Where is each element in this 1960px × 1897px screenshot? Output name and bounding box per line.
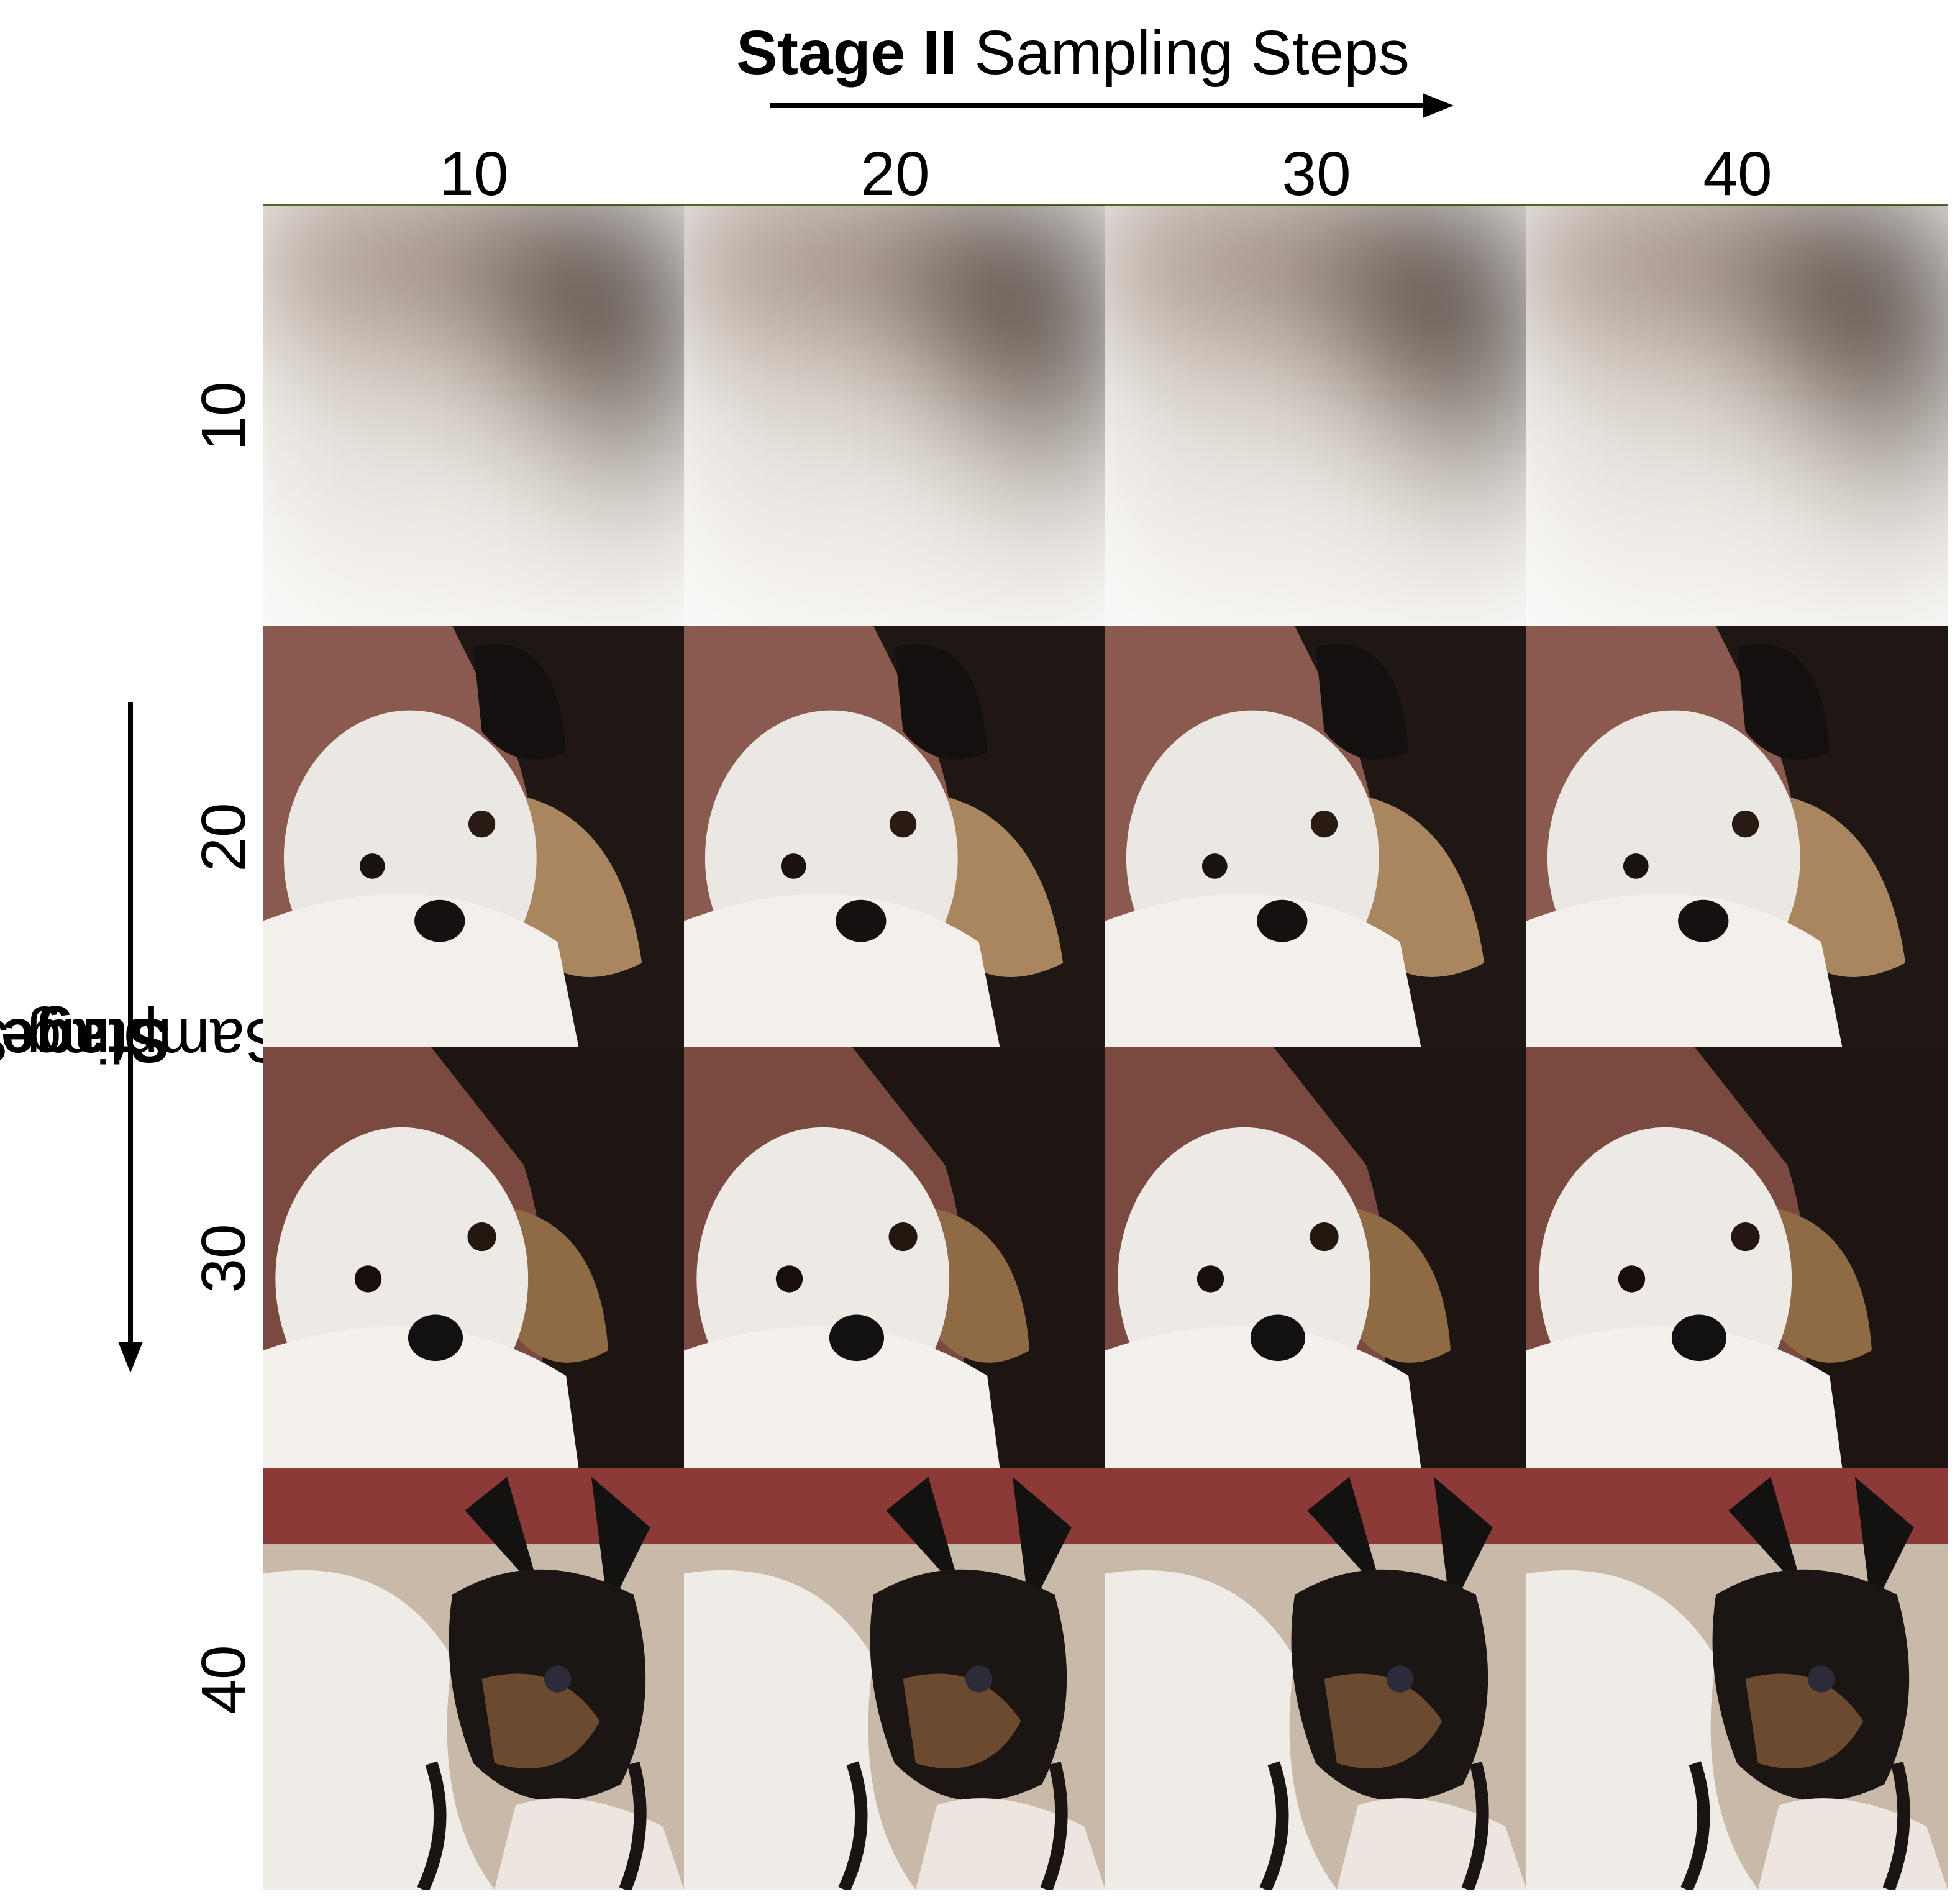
dog-image-r2-c3 (1105, 626, 1526, 1047)
stage-ii-bold: Stage II (736, 18, 957, 88)
row-label-30: 30 (189, 1224, 258, 1293)
dog-image-r3-c4 (1526, 1047, 1948, 1468)
dog-image-r3-c2 (684, 1047, 1105, 1468)
dog-image-r2-c2 (684, 626, 1105, 1047)
right-arrow-icon (770, 93, 1454, 118)
row-label-10: 10 (189, 381, 258, 451)
dog-image-r3-c1 (263, 1047, 684, 1468)
dog-image-r1-c4 (1526, 205, 1948, 626)
stage-ii-axis-title: Stage II Sampling Steps (736, 12, 1482, 93)
stage-i-axis-title: Stage I Sampling Steps (0, 677, 286, 1404)
dog-image-r2-c4 (1526, 626, 1948, 1047)
dog-image-r4-c2 (684, 1468, 1105, 1890)
dog-image-r1-c2 (684, 205, 1105, 626)
column-label-10: 10 (439, 139, 509, 209)
down-arrow-icon (118, 702, 143, 1373)
dog-image-r1-c1 (263, 205, 684, 626)
column-label-20: 20 (860, 139, 930, 209)
image-grid (263, 205, 1948, 1890)
column-label-40: 40 (1703, 139, 1772, 209)
dog-image-r4-c1 (263, 1468, 684, 1890)
dog-image-r1-c3 (1105, 205, 1526, 626)
row-label-40: 40 (189, 1645, 258, 1714)
dog-image-r3-c3 (1105, 1047, 1526, 1468)
column-label-30: 30 (1282, 139, 1351, 209)
dog-image-r4-c3 (1105, 1468, 1526, 1890)
row-label-20: 20 (189, 803, 258, 872)
dog-image-r2-c1 (263, 626, 684, 1047)
stage-ii-rest: Sampling Steps (957, 18, 1410, 88)
dog-image-r4-c4 (1526, 1468, 1948, 1890)
